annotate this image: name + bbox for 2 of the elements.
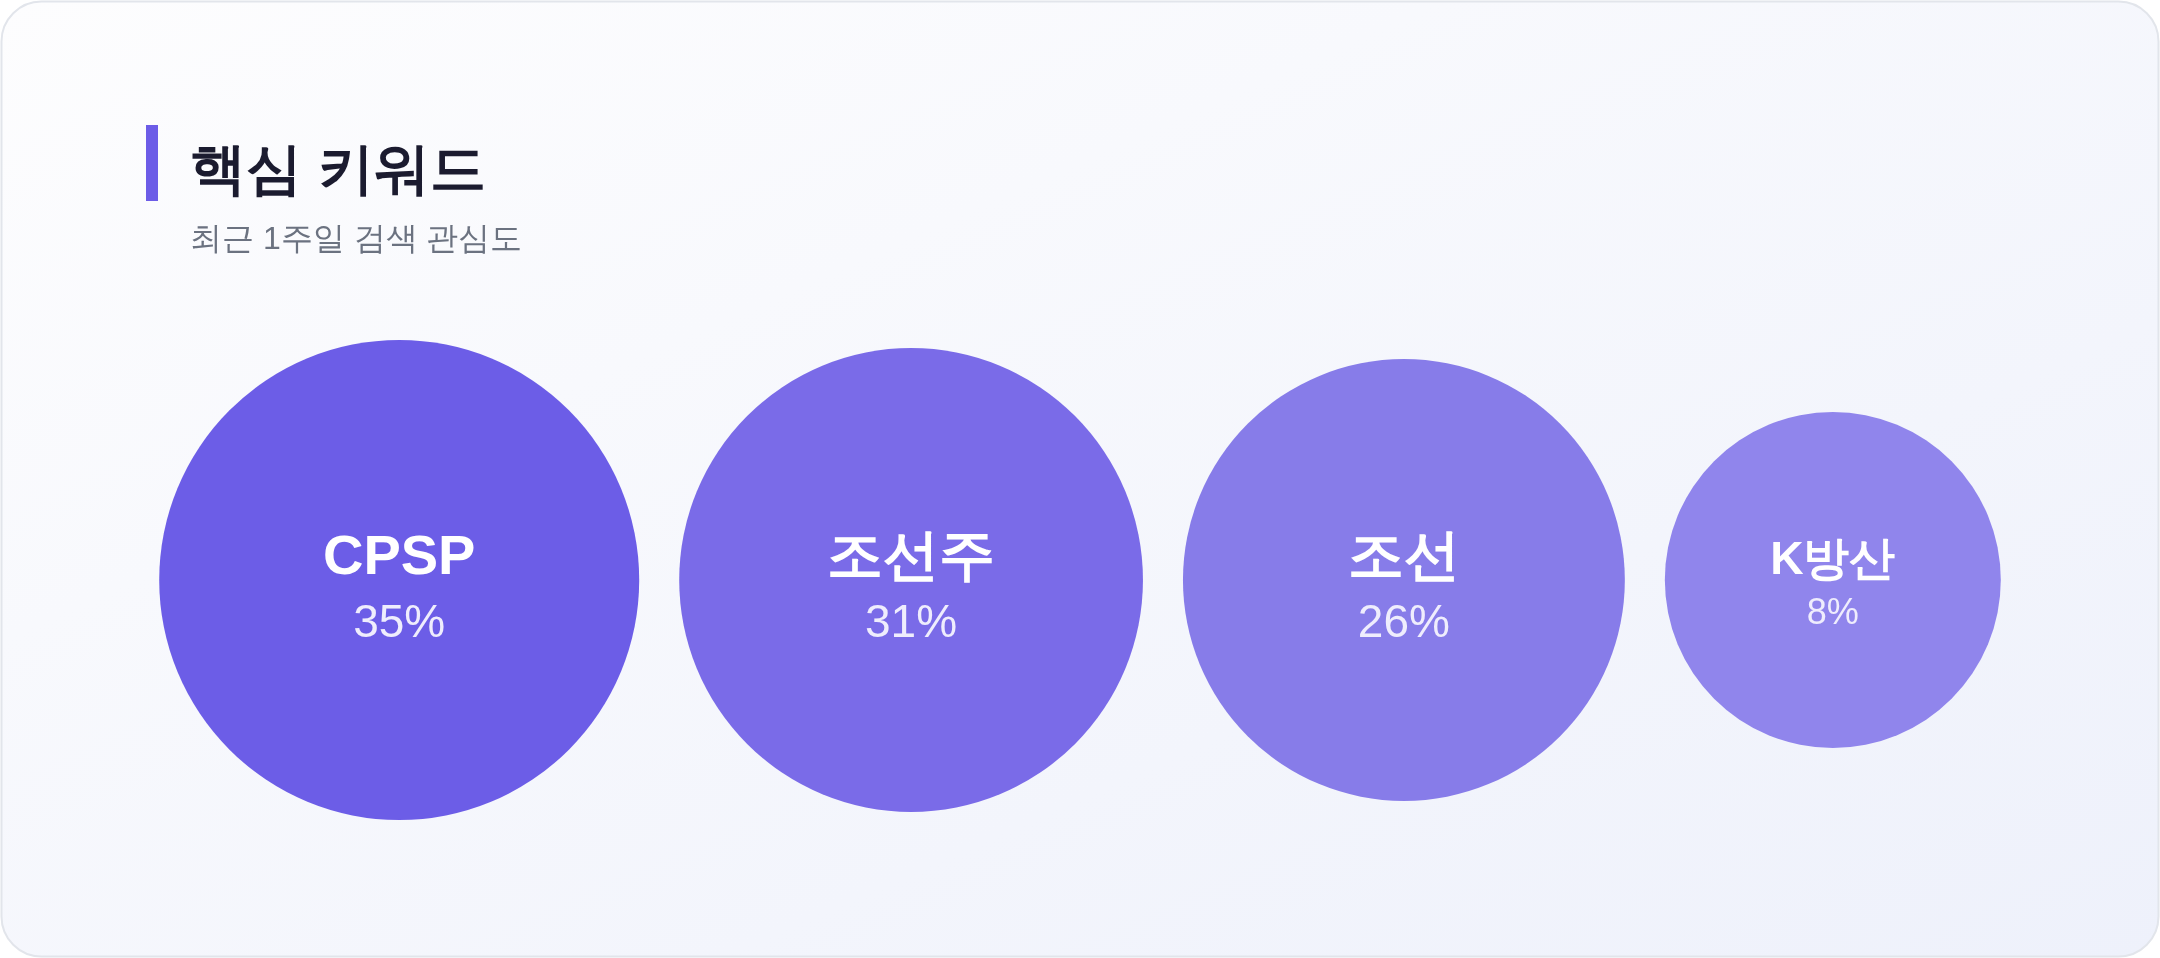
subtitle: 최근 1주일 검색 관심도 — [190, 220, 523, 256]
title: 핵심 키워드 — [190, 137, 486, 200]
